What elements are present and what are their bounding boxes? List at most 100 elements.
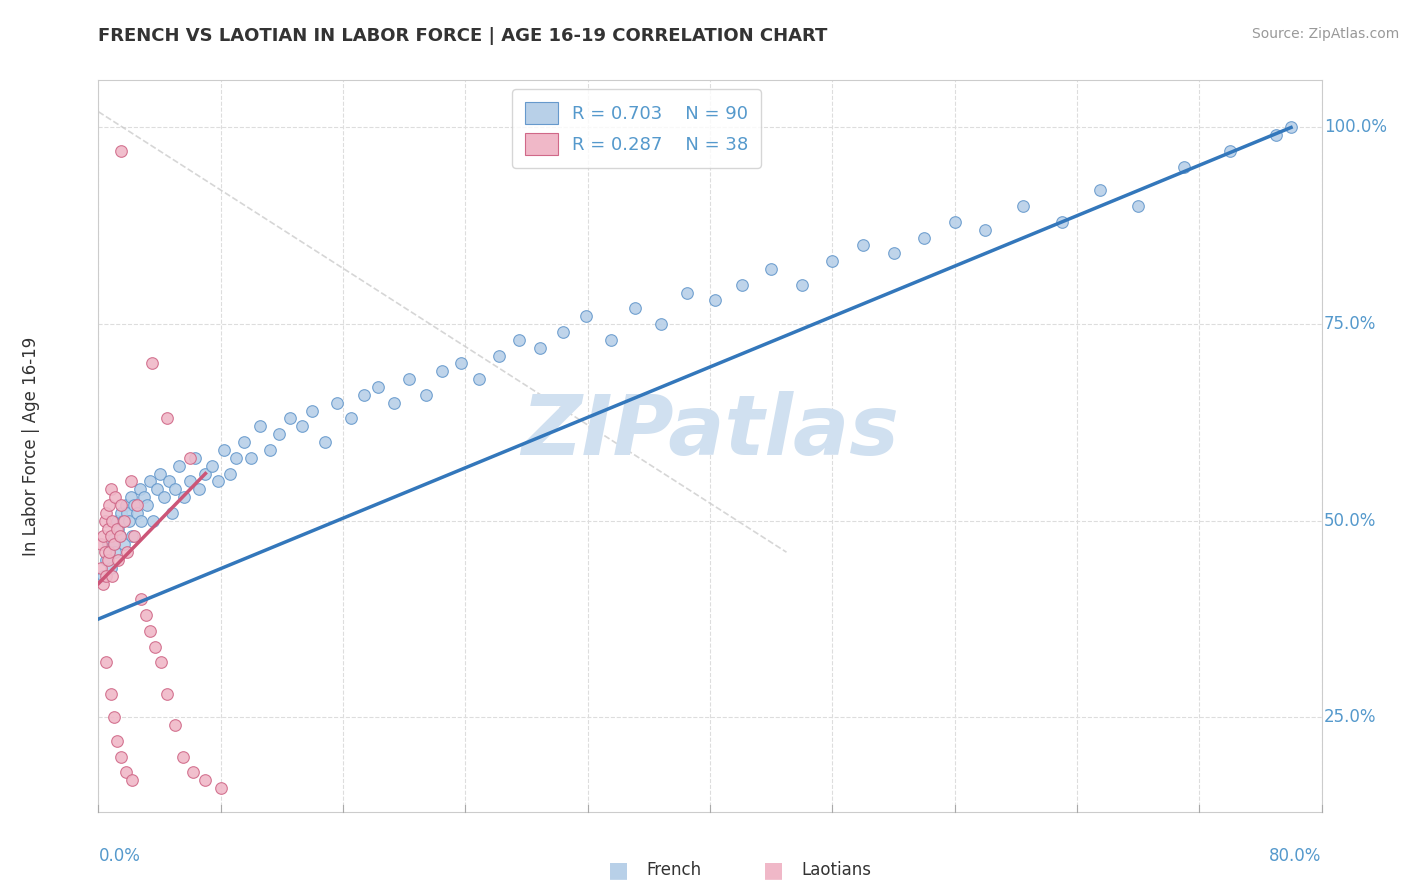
Point [107,522,129,536]
Point [1279,120,1302,135]
Text: In Labor Force | Age 16-19: In Labor Force | Age 16-19 [22,336,41,556]
Point [157,475,180,489]
Point [101,529,124,543]
Point [169,458,191,473]
Text: 100.0%: 100.0% [1324,119,1388,136]
Point [508,333,530,347]
Point [553,325,575,339]
Text: French: French [647,861,702,879]
Point [156,687,179,701]
Point [97,553,120,567]
Point [339,411,361,425]
Point [143,640,166,654]
Point [314,435,336,450]
Point [529,341,551,355]
Point [150,655,173,669]
Point [179,475,201,489]
Point [125,498,148,512]
Point [97,537,120,551]
Point [142,514,165,528]
Point [160,506,183,520]
Point [367,380,389,394]
Point [105,522,128,536]
Point [415,388,437,402]
Point [91,576,114,591]
Point [129,592,152,607]
Point [912,230,935,244]
Point [91,568,114,582]
Point [291,419,314,434]
Text: 75.0%: 75.0% [1324,315,1376,333]
Point [100,687,122,701]
Point [1264,128,1286,143]
Point [93,545,115,559]
Point [821,254,844,268]
Point [115,498,138,512]
Point [488,349,510,363]
Point [104,490,127,504]
Text: 80.0%: 80.0% [1270,847,1322,865]
Point [107,553,129,567]
Point [134,490,156,504]
Point [450,356,472,370]
Point [141,356,163,370]
Point [121,529,143,543]
Point [118,514,141,528]
Text: 0.0%: 0.0% [98,847,141,865]
Point [163,482,186,496]
Point [110,506,132,520]
Point [599,333,621,347]
Point [173,490,195,504]
Point [575,310,598,324]
Point [94,506,117,520]
Point [110,749,132,764]
Point [100,561,122,575]
Text: FRENCH VS LAOTIAN IN LABOR FORCE | AGE 16-19 CORRELATION CHART: FRENCH VS LAOTIAN IN LABOR FORCE | AGE 1… [98,27,828,45]
Point [181,765,204,780]
Point [105,514,128,528]
Point [103,537,125,551]
Point [207,475,229,489]
Point [194,467,217,481]
Point [943,215,966,229]
Point [232,435,254,450]
Point [112,537,135,551]
Point [122,529,145,543]
Point [172,749,194,764]
Point [852,238,875,252]
Point [149,467,172,481]
Point [94,568,117,582]
Point [108,529,131,543]
Point [326,396,349,410]
Point [98,498,121,512]
Point [98,545,121,559]
Point [1088,183,1111,197]
Point [219,467,242,481]
Point [184,450,207,465]
Point [249,419,271,434]
Point [101,514,124,528]
Point [156,411,179,425]
Point [259,442,281,457]
Point [1012,199,1035,213]
Point [120,490,142,504]
Point [212,442,235,457]
Point [267,427,290,442]
Point [94,655,117,669]
Point [121,773,143,788]
Point [139,475,162,489]
Point [432,364,454,378]
Point [398,372,420,386]
Point [179,450,201,465]
Point [145,482,167,496]
Point [115,765,138,780]
Point [382,396,405,410]
Point [1128,199,1150,213]
Point [97,522,120,536]
Text: Source: ZipAtlas.com: Source: ZipAtlas.com [1251,27,1399,41]
Point [759,262,782,277]
Text: 25.0%: 25.0% [1324,708,1376,726]
Point [1050,215,1073,229]
Text: ■: ■ [609,860,628,880]
Point [676,285,699,300]
